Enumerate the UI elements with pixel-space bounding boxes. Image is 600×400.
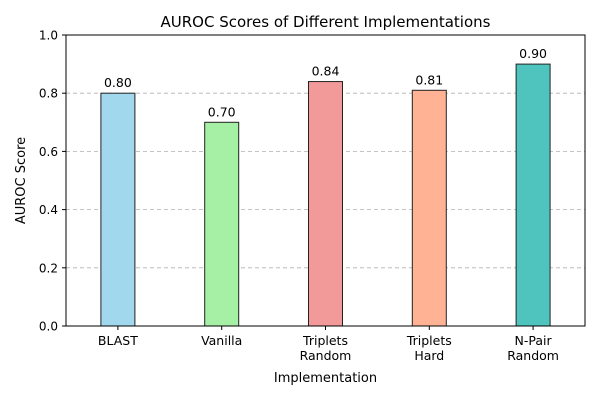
x-tick-label-line: Random <box>507 348 559 363</box>
bar <box>411 89 447 327</box>
x-tick-label: N-Pair Random <box>507 333 559 363</box>
y-tick-label: 1.0 <box>39 29 58 43</box>
x-tick-label: Triplets Random <box>300 333 352 363</box>
y-axis-label: AUROC Score <box>14 137 29 224</box>
bar <box>204 121 240 327</box>
x-tick-label-line: Random <box>300 348 352 363</box>
bar-value-labels: 0.80 0.70 0.84 0.81 0.90 <box>104 46 547 119</box>
x-tick-label-line: BLAST <box>98 333 138 348</box>
y-tick-label: 0.4 <box>39 203 58 217</box>
bar-value-label: 0.70 <box>208 104 236 119</box>
x-tick-label: Triplets Hard <box>406 333 452 363</box>
chart-title: AUROC Scores of Different Implementation… <box>161 13 491 31</box>
x-tick-label: BLAST <box>98 333 138 348</box>
x-axis-label: Implementation <box>274 371 377 386</box>
y-axis-ticks: 0.0 0.2 0.4 0.6 0.8 1.0 <box>39 29 66 334</box>
x-tick-label: Vanilla <box>201 333 242 348</box>
x-tick-label-line: N-Pair <box>515 333 553 348</box>
bar <box>515 63 551 327</box>
bar <box>100 92 136 327</box>
y-tick-label: 0.6 <box>39 145 58 159</box>
x-tick-label-line: Hard <box>414 348 444 363</box>
x-tick-label-line: Vanilla <box>201 333 242 348</box>
y-tick-label: 0.0 <box>39 320 58 334</box>
y-tick-label: 0.2 <box>39 261 58 275</box>
bar <box>308 81 343 327</box>
x-tick-label-line: Triplets <box>302 333 348 348</box>
y-tick-label: 0.8 <box>39 87 58 101</box>
x-tick-label-line: Triplets <box>406 333 452 348</box>
bar-value-label: 0.84 <box>312 64 340 79</box>
bar-value-label: 0.81 <box>415 72 443 87</box>
bar-value-label: 0.80 <box>104 75 132 90</box>
bars <box>100 63 551 327</box>
bar-value-label: 0.90 <box>519 46 547 61</box>
